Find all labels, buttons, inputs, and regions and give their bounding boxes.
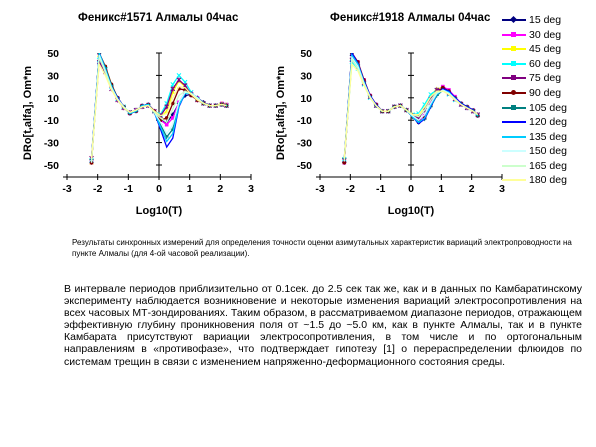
y-tick-label: -30 <box>297 138 312 150</box>
legend-swatch <box>502 88 526 98</box>
x-tick-label: -3 <box>315 183 324 195</box>
y-tick-label: 50 <box>47 48 59 60</box>
legend-label: 105 deg <box>529 101 567 114</box>
x-tick-label: 3 <box>499 183 505 195</box>
legend-swatch <box>502 175 526 185</box>
x-tick-label: 2 <box>217 183 223 195</box>
x-tick-label: 0 <box>408 183 414 195</box>
data-point <box>164 104 170 110</box>
legend-swatch <box>502 73 526 83</box>
legend-swatch <box>502 161 526 171</box>
x-tick-label: 1 <box>187 183 193 195</box>
legend-item: 150 deg <box>502 144 594 159</box>
legend-item: 60 deg <box>502 57 594 72</box>
legend-swatch <box>502 146 526 156</box>
x-tick-label: -1 <box>124 183 133 195</box>
legend-label: 90 deg <box>529 87 562 99</box>
data-point <box>422 102 428 107</box>
y-axis-title: DRo[t,alfa], Om*m <box>22 66 34 160</box>
x-tick-label: 3 <box>248 183 254 195</box>
legend-item: 15 deg <box>502 13 594 28</box>
legend-label: 180 deg <box>529 174 567 187</box>
legend: 15 deg 30 deg 45 deg 60 deg 75 deg 90 deg 105 … <box>502 13 594 188</box>
x-tick-label: -2 <box>93 183 102 195</box>
x-axis-title: Log10(T) <box>136 205 183 217</box>
y-axis-title: DRo[t,alfa], Om*m <box>275 66 287 160</box>
data-point <box>170 82 176 87</box>
legend-swatch <box>502 103 526 113</box>
legend-item: 30 deg <box>502 28 594 43</box>
data-point <box>170 86 176 92</box>
y-tick-label: 30 <box>47 70 59 82</box>
x-tick-label: -3 <box>62 183 71 195</box>
legend-item: 180 deg <box>502 173 594 188</box>
legend-swatch <box>502 15 526 25</box>
legend-item: 105 deg <box>502 100 594 115</box>
x-tick-label: 2 <box>469 183 475 195</box>
series-line-180-deg <box>343 62 479 159</box>
y-tick-label: -10 <box>44 115 59 127</box>
series-group <box>89 53 229 166</box>
legend-label: 15 deg <box>529 14 562 27</box>
legend-label: 30 deg <box>529 28 562 41</box>
legend-label: 165 deg <box>529 159 567 172</box>
data-point <box>342 160 347 165</box>
legend-label: 75 deg <box>529 72 562 85</box>
legend-label: 120 deg <box>529 116 567 129</box>
legend-swatch <box>502 59 526 69</box>
data-point <box>164 122 169 127</box>
y-tick-label: -50 <box>44 160 59 172</box>
legend-item: 90 deg <box>502 86 594 101</box>
x-tick-label: -2 <box>346 183 355 195</box>
x-tick-label: 0 <box>156 183 162 195</box>
legend-item: 135 deg <box>502 129 594 144</box>
data-point <box>171 101 175 106</box>
data-point <box>182 93 188 98</box>
legend-item: 75 deg <box>502 71 594 86</box>
data-point <box>170 112 176 117</box>
legend-swatch <box>502 117 526 127</box>
data-point <box>164 116 169 120</box>
y-tick-label: 10 <box>47 93 59 105</box>
y-tick-label: 50 <box>300 48 312 60</box>
legend-swatch <box>502 132 526 142</box>
legend-label: 135 deg <box>529 130 567 143</box>
legend-swatch <box>502 30 526 40</box>
x-tick-label: 1 <box>438 183 444 195</box>
body-paragraph: В интервале периодов приблизительно от 0… <box>64 283 582 368</box>
y-tick-label: -30 <box>44 138 59 150</box>
x-tick-label: -1 <box>376 183 385 195</box>
series-line-180-deg <box>90 61 227 159</box>
data-point <box>176 77 182 83</box>
legend-item: 45 deg <box>502 42 594 57</box>
legend-item: 165 deg <box>502 158 594 173</box>
x-axis-title: Log10(T) <box>388 205 435 217</box>
data-point <box>176 73 182 78</box>
y-tick-label: 30 <box>300 70 312 82</box>
data-point <box>422 113 427 118</box>
legend-label: 45 deg <box>529 43 562 56</box>
figure-caption: Результаты синхронных измерений для опре… <box>72 238 572 258</box>
legend-label: 150 deg <box>529 145 567 158</box>
chart-2-title: Феникс#1918 Алмалы 04час <box>330 12 491 24</box>
y-tick-label: 10 <box>300 93 312 105</box>
data-point <box>171 116 175 120</box>
y-tick-label: -10 <box>297 115 312 127</box>
chart-1-title: Феникс#1571 Алмалы 04час <box>78 12 239 24</box>
y-tick-label: -50 <box>297 160 312 172</box>
legend-item: 120 deg <box>502 115 594 130</box>
series-group <box>341 53 481 166</box>
legend-swatch <box>502 44 526 54</box>
legend-label: 60 deg <box>529 57 562 70</box>
